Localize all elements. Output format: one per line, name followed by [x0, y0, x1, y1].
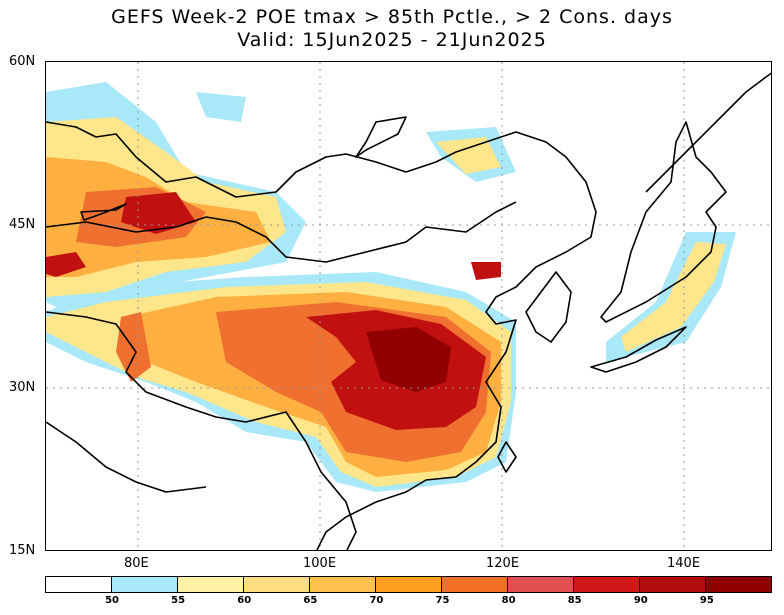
chart-title: GEFS Week-2 POE tmax > 85th Pctle., > 2 … — [111, 6, 673, 28]
graticule — [46, 62, 771, 550]
colorbar-swatch — [442, 577, 508, 592]
lon-label-80e: 80E — [124, 556, 149, 571]
colorbar-swatch — [574, 577, 640, 592]
colorbar-label: 50 — [105, 595, 119, 606]
prob-95-areas — [366, 327, 451, 392]
lat-label-60n: 60N — [9, 54, 36, 69]
colorbar-label: 60 — [237, 595, 252, 606]
lon-label-140e: 140E — [667, 556, 701, 571]
colorbar-swatch — [178, 577, 244, 592]
colorbar-label: 90 — [633, 595, 648, 606]
colorbar-label: 80 — [501, 595, 516, 606]
colorbar-swatch — [112, 577, 178, 592]
chart-subtitle: Valid: 15Jun2025 - 21Jun2025 — [237, 29, 547, 51]
lat-label-45n: 45N — [9, 217, 36, 232]
colorbar-label: 70 — [369, 595, 384, 606]
colorbar-swatch — [310, 577, 376, 592]
lat-label-15n: 15N — [9, 543, 36, 558]
coastlines-borders — [46, 72, 771, 550]
colorbar-swatch — [508, 577, 574, 592]
lon-label-120e: 120E — [486, 556, 520, 571]
colorbar-swatch — [640, 577, 706, 592]
colorbar-swatch — [376, 577, 442, 592]
colorbar-label: 65 — [303, 595, 318, 606]
lat-label-30n: 30N — [9, 380, 36, 395]
colorbar — [45, 576, 772, 593]
lon-label-100e: 100E — [303, 556, 337, 571]
colorbar-swatch — [46, 577, 112, 592]
poe-map — [46, 62, 771, 550]
map-panel — [45, 61, 772, 551]
colorbar-swatch — [244, 577, 310, 592]
colorbar-label: 95 — [699, 595, 714, 606]
colorbar-label: 85 — [567, 595, 582, 606]
colorbar-swatch — [706, 577, 771, 592]
colorbar-label: 75 — [435, 595, 450, 606]
colorbar-label: 55 — [171, 595, 186, 606]
